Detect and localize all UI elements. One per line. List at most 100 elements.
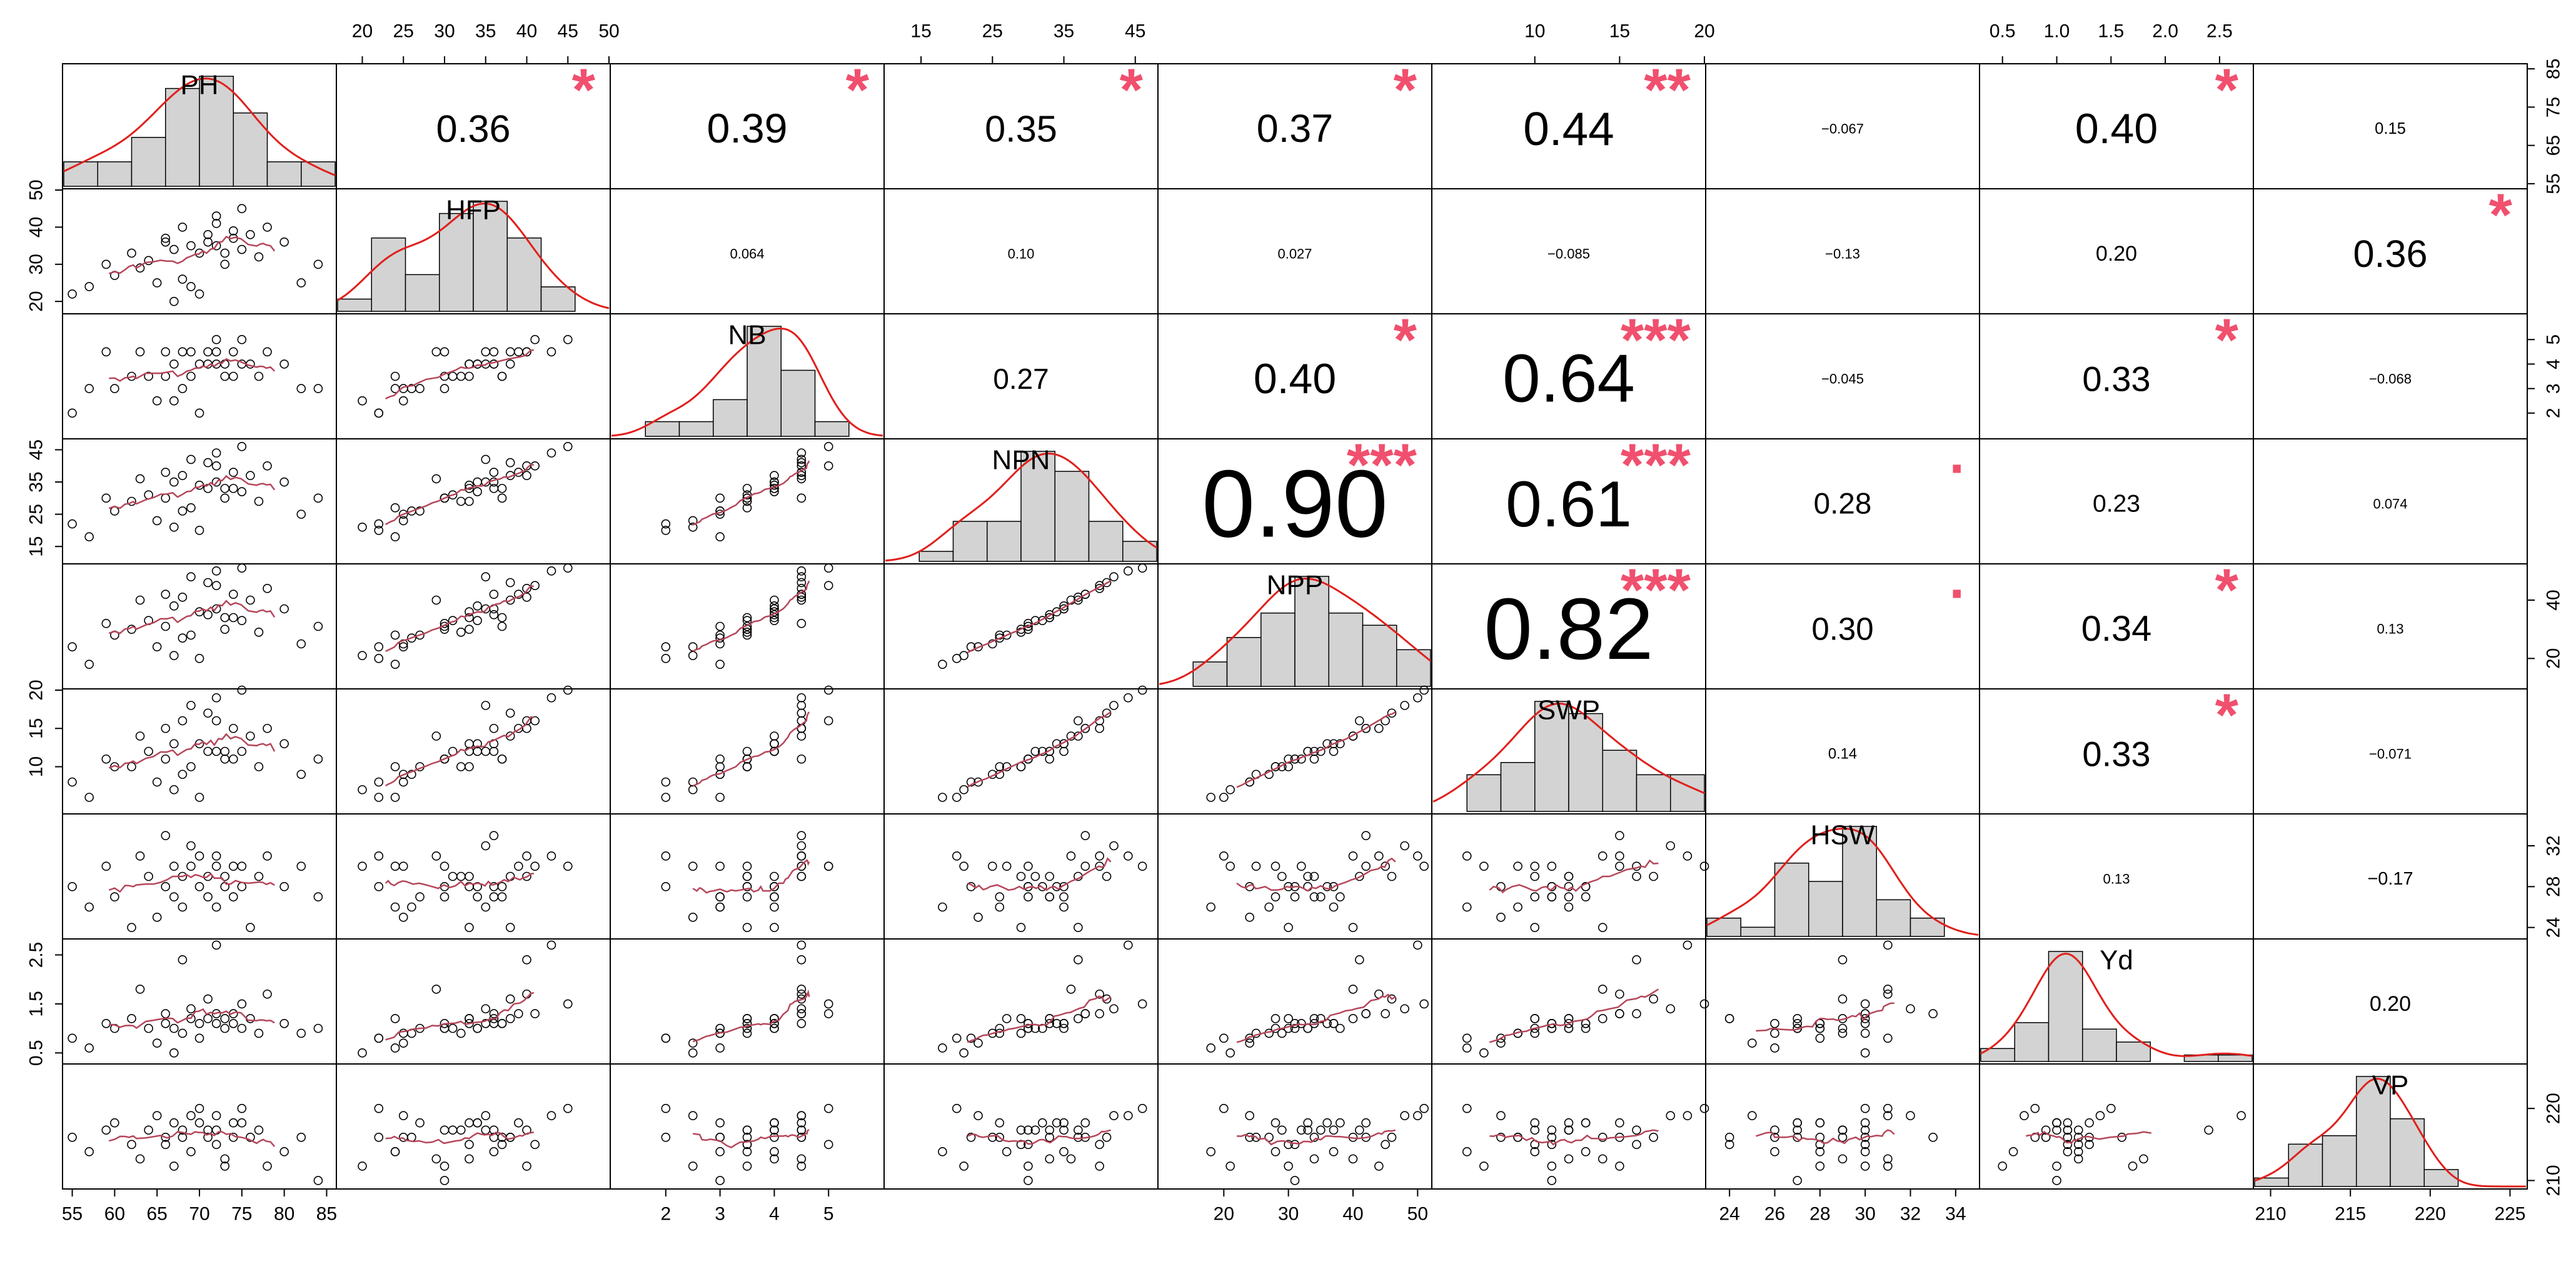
scatter-point: [823, 563, 833, 573]
scatter-point: [770, 1154, 779, 1164]
scatter-point: [522, 1161, 531, 1171]
scatter-point: [823, 1103, 833, 1113]
density-curve: [2254, 1077, 2526, 1188]
correlation-value: 0.20: [2370, 992, 2411, 1016]
scatter-point: [473, 1118, 482, 1128]
x-tick-label: 15: [1609, 21, 1630, 42]
smooth-line: [109, 1008, 275, 1030]
scatter-point: [823, 461, 833, 471]
scatter-point: [152, 396, 162, 406]
scatter-point: [398, 396, 408, 406]
scatter-point: [1547, 892, 1557, 901]
scatter-point: [797, 994, 807, 1004]
scatter-point: [246, 595, 255, 605]
smooth-line: [108, 599, 276, 635]
scatter-point: [974, 1038, 983, 1048]
scatter-point: [358, 522, 367, 532]
histogram-bar: [63, 161, 98, 187]
scatter-point: [1597, 923, 1607, 932]
panel-frame: [1157, 813, 1432, 940]
scatter-point: [1838, 1028, 1848, 1038]
scatter-point: [1793, 1118, 1802, 1128]
scatter-point: [1066, 985, 1076, 994]
scatter-point: [135, 1154, 145, 1164]
scatter-point: [194, 408, 204, 418]
scatter-point: [959, 1161, 969, 1171]
scatter-point: [959, 861, 969, 871]
scatter-point: [358, 785, 367, 795]
scatter-point: [1883, 985, 1893, 994]
scatter-point: [497, 621, 507, 631]
scatter-point: [823, 999, 833, 1009]
correlation-value: 0.40: [1254, 355, 1336, 403]
scatter-point: [186, 282, 196, 291]
scatter-point: [1381, 1140, 1390, 1150]
scatter-point: [797, 595, 807, 605]
density-curve: [337, 202, 610, 309]
scatter-point: [1479, 1048, 1489, 1058]
scatter-point: [1547, 861, 1557, 871]
scatter-point: [797, 861, 807, 871]
scatter-point: [1016, 1028, 1026, 1038]
smooth-line: [385, 464, 534, 526]
scatter-point: [296, 278, 306, 288]
scatter-point: [186, 841, 196, 851]
scatter-point: [296, 1132, 306, 1142]
x-tick-label: 220: [2415, 1204, 2446, 1225]
scatter-point: [161, 1018, 171, 1028]
scatter-point: [473, 487, 482, 496]
scatter-point: [995, 892, 1005, 901]
smooth-line: [692, 711, 810, 787]
scatter-point: [203, 578, 213, 588]
scatter-point: [688, 1111, 698, 1121]
significance-stars: ***: [1347, 432, 1417, 499]
scatter-point: [481, 454, 491, 464]
scatter-point: [823, 581, 833, 590]
scatter-point: [144, 871, 153, 881]
scatter-point: [465, 739, 474, 749]
scatter-point: [1002, 1147, 1012, 1156]
scatter-point: [481, 1004, 491, 1014]
scatter-point: [1530, 1023, 1540, 1033]
scatter-point: [254, 371, 264, 381]
scatter-point: [84, 282, 94, 291]
scatter-point: [530, 1009, 540, 1018]
scatter-point: [797, 1004, 807, 1014]
scatter-point: [398, 642, 408, 651]
scatter-point: [2095, 1111, 2105, 1121]
scatter-point: [2204, 1125, 2213, 1135]
scatter-point: [1793, 1125, 1802, 1135]
scatter-point: [431, 595, 441, 605]
scatter-point: [220, 1023, 229, 1033]
scatter-point: [448, 371, 458, 381]
scatter-point: [228, 589, 238, 599]
scatter-point: [1770, 1147, 1779, 1156]
scatter-point: [1860, 1118, 1870, 1128]
scatter-point: [465, 624, 474, 634]
scatter-point: [152, 642, 162, 651]
scatter-point: [1793, 1176, 1802, 1185]
scatter-point: [715, 621, 725, 631]
scatter-point: [1206, 793, 1215, 802]
scatter-point: [127, 762, 136, 771]
scatter-point: [1838, 1132, 1848, 1142]
scatter-point: [144, 1023, 153, 1033]
scatter-point: [203, 237, 213, 247]
scatter-point: [1815, 1161, 1825, 1171]
scatter-point: [1024, 861, 1033, 871]
smooth-line: [385, 1131, 535, 1145]
scatter-point: [1699, 861, 1709, 871]
scatter-point: [228, 484, 238, 493]
scatter-point: [1024, 1161, 1033, 1171]
scatter-point: [497, 493, 507, 503]
scatter-point: [1059, 1018, 1069, 1028]
correlation-value: 0.90: [1202, 451, 1388, 558]
scatter-point: [1838, 955, 1848, 965]
correlation-value: −0.17: [2367, 869, 2413, 889]
scatter-point: [1355, 955, 1364, 965]
scatter-point: [1329, 1125, 1339, 1135]
scatter-point: [1632, 1125, 1641, 1135]
scatter-point: [1355, 871, 1364, 881]
x-tick-label: 10: [1524, 21, 1545, 42]
panel-frame: [1157, 688, 1432, 815]
